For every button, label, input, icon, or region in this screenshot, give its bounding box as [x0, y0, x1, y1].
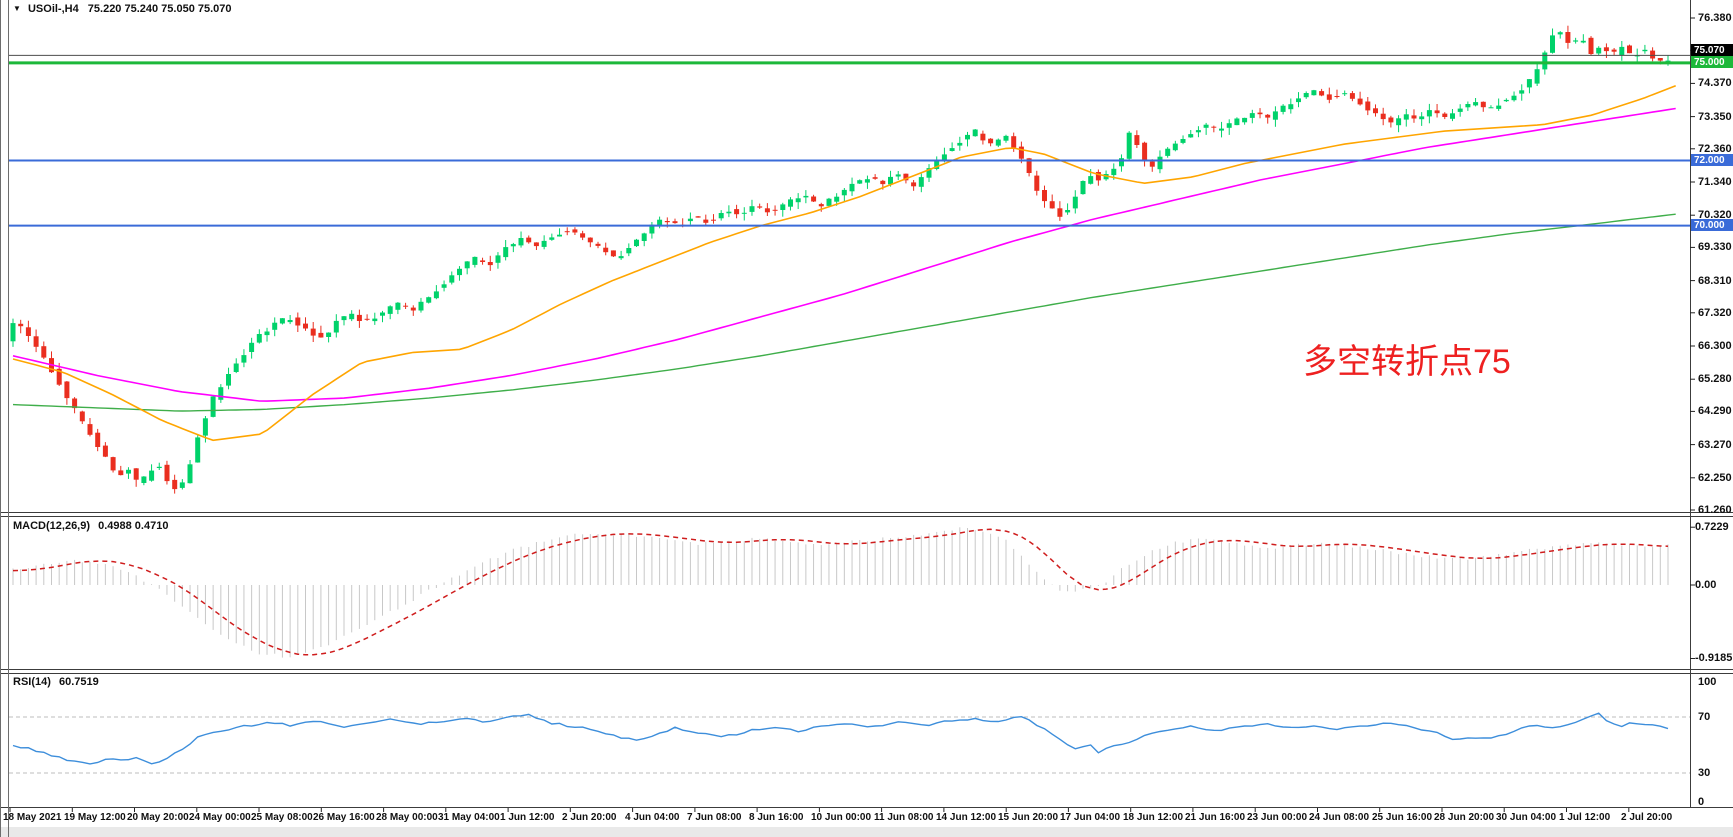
- time-axis-label: 19 May 12:00: [64, 812, 126, 823]
- price-tick-label: 70.320: [1698, 209, 1732, 221]
- time-axis-label: 18 May 2021: [3, 812, 62, 823]
- macd-panel[interactable]: [9, 516, 1690, 669]
- rsi-value: 60.7519: [58, 676, 99, 688]
- time-axis-label: 14 Jun 12:00: [936, 812, 997, 823]
- ma-fast-orange-line: [12, 84, 1676, 442]
- price-tick-label: 61.260: [1698, 504, 1732, 516]
- price-tick-label: 64.290: [1698, 405, 1732, 417]
- price-tick-label: 74.370: [1698, 77, 1732, 89]
- time-axis-label: 2 Jun 20:00: [562, 812, 617, 823]
- ma-slow-green-line: [12, 213, 1676, 412]
- time-axis-label: 7 Jun 08:00: [687, 812, 742, 823]
- candles: [10, 25, 1671, 494]
- time-axis-label: 15 Jun 20:00: [998, 812, 1059, 823]
- macd-name: MACD(12,26,9): [13, 520, 91, 532]
- time-axis-label: 31 May 04:00: [438, 812, 500, 823]
- macd-signal-line: [12, 528, 1669, 656]
- symbol-period-label: USOil-,H4: [27, 3, 79, 15]
- price-tick-label: 68.310: [1698, 275, 1732, 287]
- macd-values: 0.4988 0.4710: [98, 520, 169, 532]
- time-axis-label: 20 May 20:00: [127, 812, 189, 823]
- hline-price-badge: 75.000: [1691, 56, 1733, 68]
- hline-price-badge: 70.000: [1691, 219, 1733, 231]
- ma-mid-magenta-line: [12, 107, 1676, 402]
- time-axis-label: 2 Jul 20:00: [1621, 812, 1673, 823]
- main-chart-panel[interactable]: [9, 0, 1690, 512]
- macd-tick-label: -0.9185: [1695, 652, 1733, 664]
- annotation-text[interactable]: 多空转折点75: [1303, 343, 1511, 381]
- rsi-tick-label: 30: [1698, 767, 1711, 779]
- symbol-info: ▼ USOil-,H4 75.220 75.240 75.050 75.070: [13, 3, 232, 15]
- time-axis-label: 18 Jun 12:00: [1123, 812, 1184, 823]
- price-tick-label: 71.340: [1698, 176, 1732, 188]
- time-axis-label: 1 Jul 12:00: [1559, 812, 1611, 823]
- rsi-tick-label: 0: [1698, 796, 1705, 808]
- time-axis-label: 17 Jun 04:00: [1060, 812, 1121, 823]
- rsi-panel[interactable]: [9, 673, 1690, 807]
- rsi-tick-label: 100: [1698, 676, 1717, 688]
- time-axis-label: 11 Jun 08:00: [874, 812, 934, 823]
- time-axis-label: 25 May 08:00: [251, 812, 313, 823]
- time-axis-label: 24 Jun 08:00: [1309, 812, 1370, 823]
- macd-tick-label: 0.00: [1695, 579, 1717, 591]
- price-tick-label: 69.330: [1698, 241, 1732, 253]
- price-tick-label: 76.380: [1698, 12, 1732, 24]
- ohlc-values: 75.220 75.240 75.050 75.070: [87, 3, 232, 15]
- time-axis-label: 21 Jun 16:00: [1185, 812, 1246, 823]
- time-axis-label: 23 Jun 00:00: [1247, 812, 1308, 823]
- time-axis-label: 26 May 16:00: [313, 812, 375, 823]
- price-tick-label: 62.250: [1698, 472, 1732, 484]
- collapse-icon[interactable]: ▼: [13, 4, 21, 13]
- price-tick-label: 66.300: [1698, 340, 1732, 352]
- price-tick-label: 65.280: [1698, 373, 1732, 385]
- time-axis-label: 24 May 00:00: [189, 812, 251, 823]
- macd-tick-label: 0.7229: [1695, 521, 1729, 533]
- time-axis-label: 1 Jun 12:00: [500, 812, 555, 823]
- rsi-name: RSI(14): [13, 676, 51, 688]
- price-tick-label: 67.320: [1698, 307, 1732, 319]
- last-price-badge: 75.070: [1691, 44, 1733, 56]
- time-axis-label: 28 Jun 20:00: [1434, 812, 1495, 823]
- rsi-indicator-label: RSI(14) 60.7519: [13, 676, 99, 688]
- macd-indicator-label: MACD(12,26,9) 0.4988 0.4710: [13, 520, 168, 532]
- price-tick-label: 72.360: [1698, 143, 1732, 155]
- time-axis-label: 8 Jun 16:00: [749, 812, 804, 823]
- hline-price-badge: 72.000: [1691, 154, 1733, 166]
- time-axis-label: 10 Jun 00:00: [811, 812, 872, 823]
- time-axis-label: 25 Jun 16:00: [1372, 812, 1433, 823]
- time-axis-label: 30 Jun 04:00: [1496, 812, 1557, 823]
- price-tick-label: 63.270: [1698, 439, 1732, 451]
- time-axis-label: 4 Jun 04:00: [625, 812, 680, 823]
- rsi-line: [12, 712, 1669, 765]
- price-tick-label: 73.350: [1698, 111, 1732, 123]
- time-axis-label: 28 May 00:00: [376, 812, 438, 823]
- bottom-scroll-band[interactable]: [0, 827, 1733, 837]
- rsi-tick-label: 70: [1698, 711, 1711, 723]
